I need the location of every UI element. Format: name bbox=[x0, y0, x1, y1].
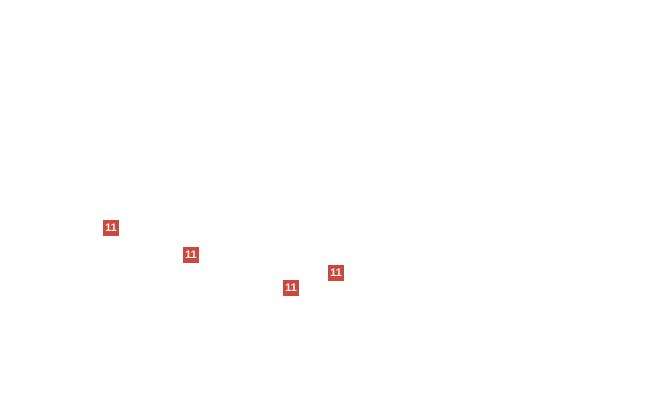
detection-marker[interactable]: 11 bbox=[283, 280, 299, 296]
detection-marker[interactable]: 11 bbox=[183, 247, 199, 263]
detection-marker[interactable]: 11 bbox=[103, 220, 119, 236]
detection-marker[interactable]: 11 bbox=[328, 265, 344, 281]
